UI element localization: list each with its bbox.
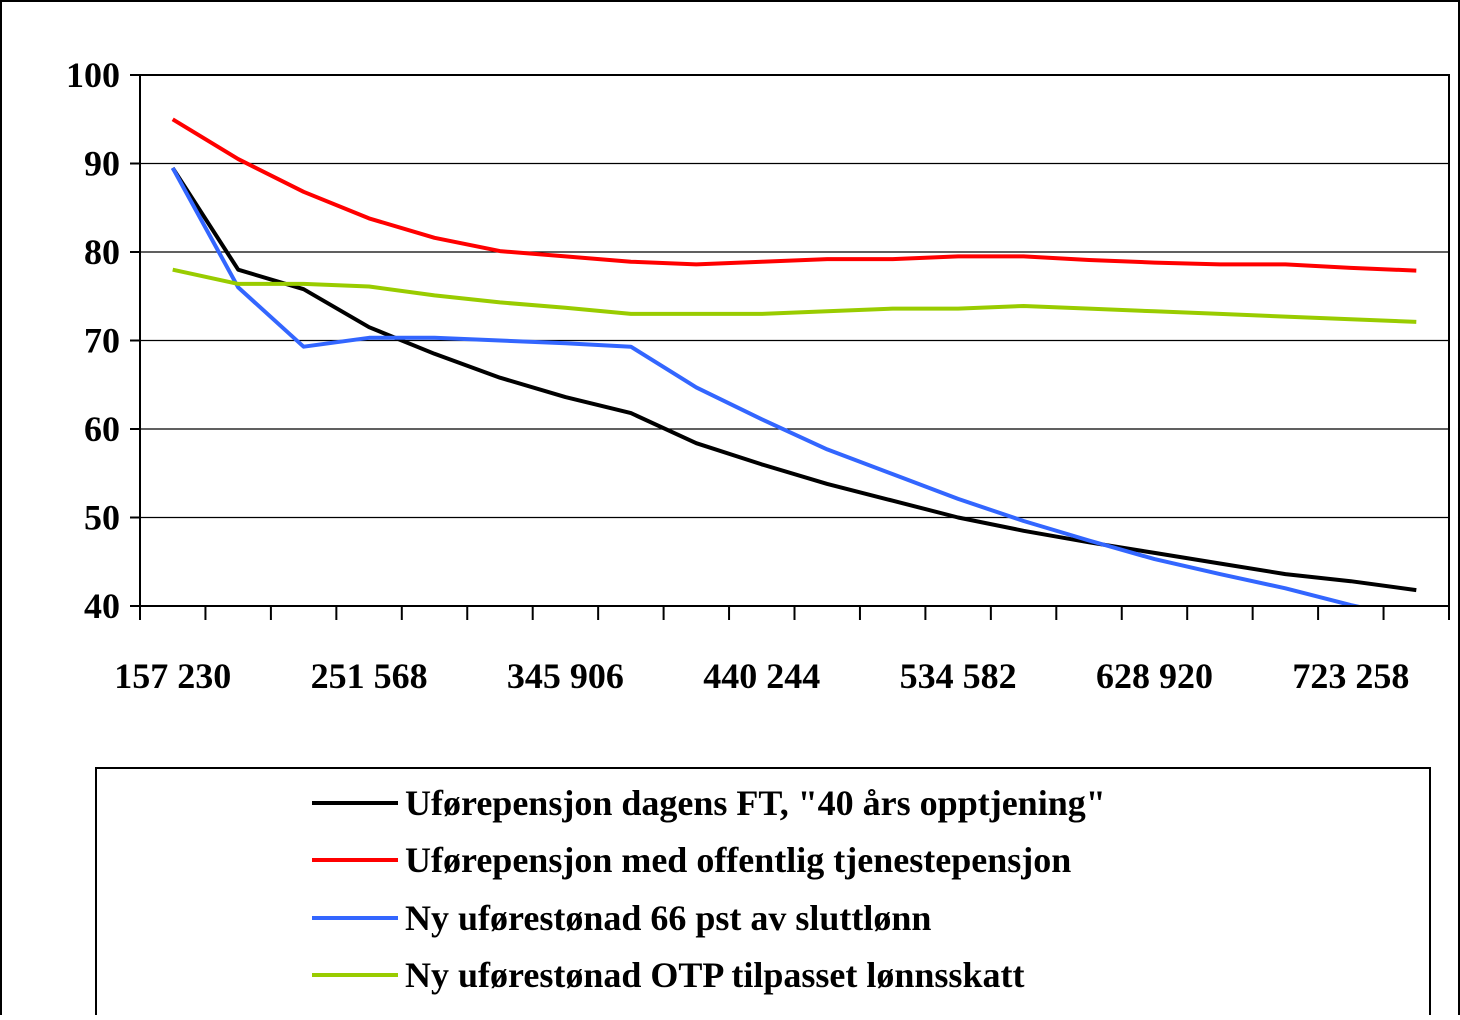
x-tick-label: 723 258 — [1292, 656, 1409, 696]
x-tick-label: 345 906 — [507, 656, 624, 696]
legend-label-3: Ny uførestønad 66 pst av sluttlønn — [405, 898, 931, 938]
x-tick-label: 534 582 — [900, 656, 1017, 696]
legend: Uførepensjon dagens FT, "40 års opptjeni… — [96, 768, 1430, 1015]
y-tick-label: 80 — [84, 232, 120, 272]
legend-label-1: Uførepensjon dagens FT, "40 års opptjeni… — [405, 783, 1106, 823]
legend-label-2: Uførepensjon med offentlig tjenestepensj… — [405, 840, 1071, 880]
x-tick-label: 440 244 — [703, 656, 820, 696]
y-tick-label: 40 — [84, 586, 120, 626]
y-tick-label: 70 — [84, 321, 120, 361]
legend-label-4: Ny uførestønad OTP tilpasset lønnsskatt — [405, 955, 1024, 995]
x-tick-label: 157 230 — [114, 656, 231, 696]
y-tick-label: 60 — [84, 409, 120, 449]
y-tick-label: 100 — [66, 55, 120, 95]
x-tick-label: 628 920 — [1096, 656, 1213, 696]
y-tick-label: 50 — [84, 498, 120, 538]
x-tick-label: 251 568 — [311, 656, 428, 696]
y-tick-label: 90 — [84, 144, 120, 184]
